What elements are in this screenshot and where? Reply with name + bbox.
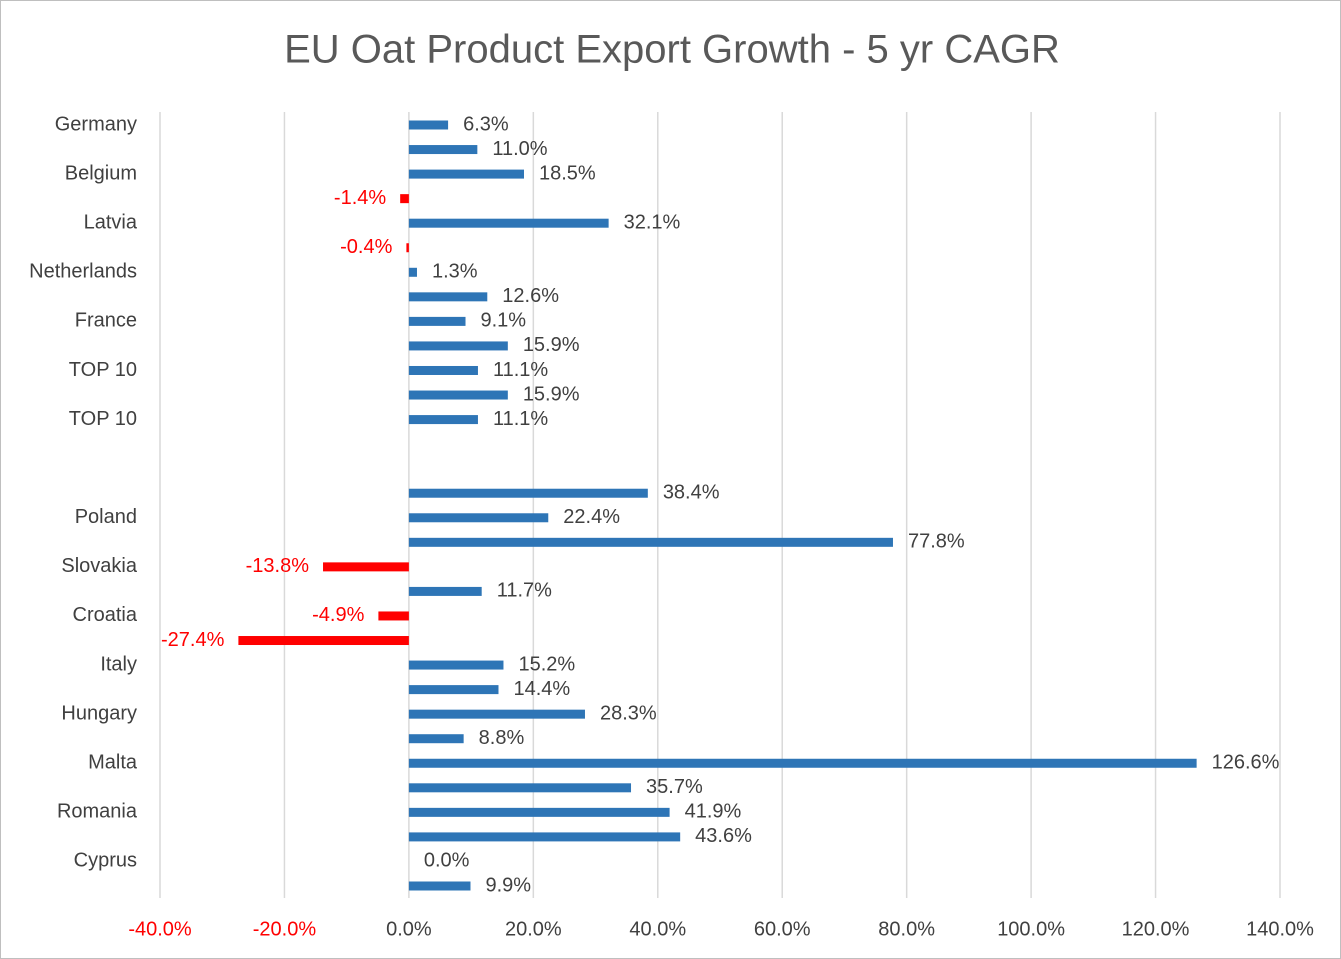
bar	[408, 218, 609, 228]
y-tick-label: TOP 10	[69, 408, 137, 430]
data-label: 22.4%	[563, 506, 620, 528]
data-label: 18.5%	[539, 162, 596, 184]
bar	[408, 832, 681, 842]
y-tick-label: Germany	[55, 113, 137, 135]
data-label: 35.7%	[646, 776, 703, 798]
data-label: -1.4%	[334, 187, 386, 209]
data-label: -4.9%	[312, 604, 364, 626]
bar	[238, 636, 409, 646]
x-tick-label: 60.0%	[754, 918, 811, 940]
bar	[408, 390, 508, 400]
data-label: 32.1%	[624, 211, 681, 233]
bar	[408, 709, 585, 719]
bar	[408, 169, 524, 179]
data-label: 9.9%	[485, 874, 531, 896]
data-label: 126.6%	[1212, 752, 1280, 774]
bar	[408, 120, 449, 130]
bar	[408, 292, 488, 302]
data-label: 11.0%	[492, 138, 547, 160]
data-label: 11.1%	[493, 408, 548, 430]
bar	[408, 365, 478, 375]
y-tick-label: Croatia	[73, 604, 138, 626]
data-label: 15.2%	[518, 653, 575, 675]
bar	[408, 783, 632, 793]
data-label: 11.1%	[493, 359, 548, 381]
bar	[400, 194, 409, 204]
data-label: 15.9%	[523, 383, 580, 405]
data-label: 41.9%	[685, 801, 742, 823]
chart-title: EU Oat Product Export Growth - 5 yr CAGR	[284, 28, 1060, 72]
bar	[408, 415, 478, 425]
bar	[408, 758, 1197, 768]
y-tick-label: Netherlands	[29, 261, 137, 283]
x-tick-label: 80.0%	[878, 918, 935, 940]
y-tick-label: Cyprus	[74, 850, 137, 872]
data-label: 28.3%	[600, 702, 657, 724]
bar	[408, 267, 417, 277]
data-label: 43.6%	[695, 825, 752, 847]
bar	[408, 660, 504, 670]
bar	[408, 316, 466, 326]
x-tick-label: 140.0%	[1246, 918, 1314, 940]
bar	[408, 488, 648, 498]
x-tick-label: 100.0%	[997, 918, 1065, 940]
x-tick-label: -40.0%	[128, 918, 192, 940]
y-tick-label: Latvia	[84, 211, 138, 233]
data-label: 77.8%	[908, 531, 965, 553]
y-tick-label: Italy	[100, 653, 137, 675]
data-label: 0.0%	[424, 850, 470, 872]
bar	[406, 243, 409, 253]
bar	[408, 734, 464, 744]
bar	[408, 881, 471, 891]
data-label: 12.6%	[502, 285, 559, 307]
data-label: -13.8%	[246, 555, 310, 577]
data-label: 9.1%	[481, 310, 527, 332]
y-tick-label: Romania	[57, 801, 138, 823]
x-tick-label: 40.0%	[629, 918, 686, 940]
x-tick-label: 20.0%	[505, 918, 562, 940]
y-tick-label: Hungary	[61, 702, 137, 724]
bar	[408, 513, 549, 523]
data-label: -0.4%	[340, 236, 392, 258]
bar	[408, 341, 508, 351]
bar	[408, 586, 482, 596]
bar	[408, 685, 499, 695]
x-tick-label: 0.0%	[386, 918, 432, 940]
x-tick-label: 120.0%	[1122, 918, 1190, 940]
y-tick-label: Belgium	[65, 162, 137, 184]
y-tick-label: TOP 10	[69, 359, 137, 381]
bar	[408, 145, 478, 155]
data-label: 14.4%	[513, 678, 570, 700]
bar	[323, 562, 409, 572]
y-tick-label: France	[75, 310, 137, 332]
bar	[408, 537, 893, 547]
data-label: 6.3%	[463, 113, 509, 135]
y-tick-label: Poland	[75, 506, 137, 528]
y-tick-label: Slovakia	[61, 555, 137, 577]
bar	[378, 611, 409, 621]
bar	[408, 807, 670, 817]
data-label: 8.8%	[479, 727, 525, 749]
data-label: 15.9%	[523, 334, 580, 356]
data-label: 38.4%	[663, 482, 720, 504]
x-tick-label: -20.0%	[253, 918, 317, 940]
data-label: 11.7%	[497, 580, 552, 602]
data-label: -27.4%	[161, 629, 225, 651]
y-tick-label: Malta	[88, 752, 138, 774]
data-label: 1.3%	[432, 261, 478, 283]
